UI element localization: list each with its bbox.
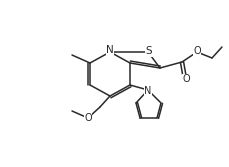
Text: S: S — [145, 46, 152, 56]
Text: N: N — [106, 45, 113, 55]
Text: O: O — [181, 74, 189, 84]
Text: O: O — [84, 113, 91, 123]
Text: N: N — [144, 86, 151, 96]
Text: O: O — [192, 46, 200, 56]
